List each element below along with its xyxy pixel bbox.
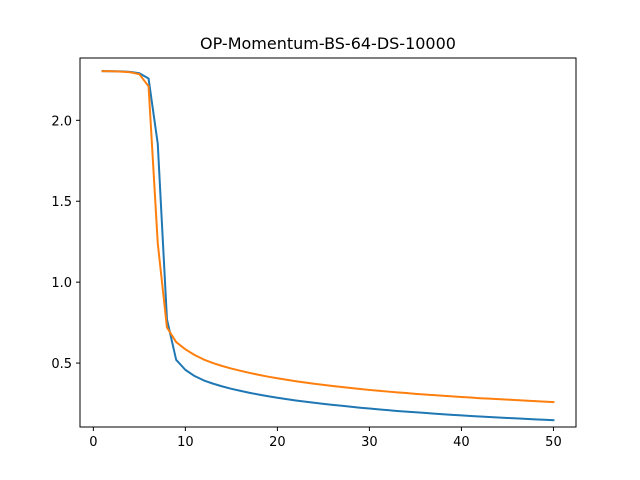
- x-tick-label: 50: [545, 435, 562, 450]
- x-tick-label: 40: [453, 435, 470, 450]
- series-layer: [101, 70, 555, 422]
- y-tick-label: 1.5: [51, 195, 72, 210]
- x-tick-label: 10: [177, 435, 194, 450]
- x-tick-label: 30: [361, 435, 378, 450]
- plot-area-frame: [79, 57, 577, 428]
- x-tick-label: 20: [269, 435, 286, 450]
- series-line-1: [101, 70, 555, 422]
- series-line-2: [101, 70, 555, 404]
- x-axis: 0 10 20 30 40 50: [89, 427, 562, 450]
- y-tick-label: 0.5: [51, 357, 72, 372]
- y-tick-label: 1.0: [51, 276, 72, 291]
- y-tick-label: 2.0: [51, 114, 72, 129]
- y-axis: 0.5 1.0 1.5 2.0: [51, 114, 80, 372]
- x-tick-label: 0: [89, 435, 97, 450]
- chart-title: OP-Momentum-BS-64-DS-10000: [200, 34, 456, 53]
